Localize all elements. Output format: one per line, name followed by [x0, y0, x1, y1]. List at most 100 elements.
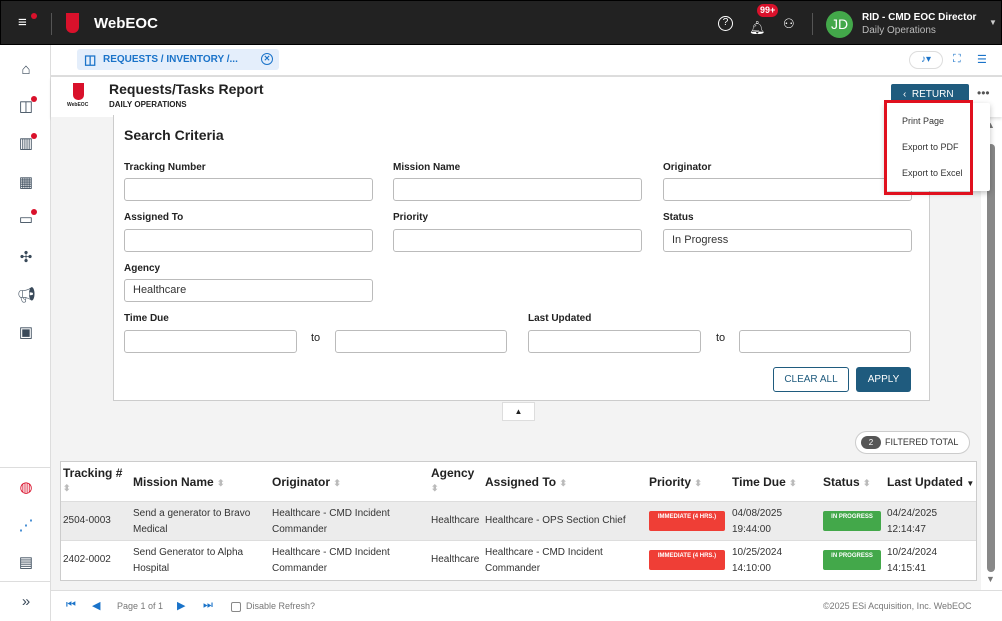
avatar[interactable]: JD [826, 11, 853, 38]
user-settings-icon[interactable]: ⚇ [783, 16, 795, 31]
globe-icon[interactable]: ◍ [19, 479, 33, 496]
column-header-agency[interactable]: Agency ⬍ [431, 466, 475, 493]
user-incident: Daily Operations [862, 25, 936, 36]
bell-icon[interactable]: 🔔︎ [749, 20, 766, 35]
status-badge: IN PROGRESS [823, 511, 881, 531]
sort-icon: ⬍ [863, 478, 871, 488]
sidebar: ⌂ ◫ ▥ ▦ ▭ ✣ 📢︎ ▣ ◍ ⋰ ▤ » [0, 45, 51, 621]
sort-icon: ⬍ [559, 478, 568, 488]
analytics-icon[interactable]: ⋰ [18, 517, 34, 534]
announcements-icon[interactable]: 📢︎ [17, 287, 37, 304]
cell-last-updated-date: 10/24/2024 [887, 547, 938, 558]
cell-time-due-date: 04/08/2025 [732, 508, 783, 519]
webeoc-logo-icon [73, 83, 84, 100]
time-due-to-input[interactable] [335, 330, 507, 353]
cell-agency: Healthcare [431, 554, 480, 565]
sort-icon: ⬍ [431, 483, 439, 493]
contacts-icon[interactable]: ▣ [18, 324, 34, 341]
messages-icon[interactable]: ▭ [18, 211, 34, 228]
alerts-dropdown[interactable]: ♪▾ [909, 51, 943, 69]
highlight-box [884, 100, 973, 195]
user-dropdown-icon[interactable]: ▼ [989, 18, 997, 27]
time-due-label: Time Due [124, 313, 169, 324]
notification-badge: 99+ [757, 4, 779, 17]
menu-collapse-icon[interactable]: ≡ [18, 14, 27, 31]
cell-mission-name: Send a generator to Bravo Medical [133, 508, 251, 535]
assigned-to-label: Assigned To [124, 212, 184, 223]
webeoc-logo-icon [66, 13, 79, 33]
filtered-count: 2 [861, 436, 881, 449]
apply-button[interactable]: APPLY [856, 367, 911, 392]
cell-time-due-time: 14:10:00 [732, 563, 771, 574]
notification-dot [31, 13, 37, 19]
app-title: WebEOC [94, 15, 158, 32]
more-options-icon[interactable]: ••• [977, 86, 990, 100]
tracking-number-label: Tracking Number [124, 162, 206, 173]
last-page-icon[interactable]: ⏭ [203, 599, 213, 611]
status-label: Status [663, 212, 694, 223]
originator-label: Originator [663, 162, 712, 173]
priority-badge: IMMEDIATE (4 HRS.) [649, 511, 725, 531]
last-updated-to-input[interactable] [739, 330, 911, 353]
scrollbar-thumb[interactable] [987, 144, 995, 572]
cell-last-updated-time: 14:15:41 [887, 563, 926, 574]
board-icon: ◫ [84, 52, 97, 67]
column-header-mission-name[interactable]: Mission Name ⬍ [133, 475, 225, 489]
cell-time-due-date: 10/25/2024 [732, 547, 783, 558]
search-list-icon[interactable]: ☰ [977, 54, 987, 66]
home-icon[interactable]: ⌂ [21, 61, 31, 78]
status-input[interactable]: In Progress [663, 229, 912, 252]
sort-icon: ⬍ [217, 478, 225, 488]
search-criteria-panel: Search Criteria [113, 115, 930, 401]
help-icon[interactable]: ? [718, 16, 733, 31]
building-icon[interactable]: ▤ [18, 554, 34, 571]
tab-strip [51, 45, 1002, 77]
plugins-icon[interactable]: ✣ [19, 249, 33, 266]
expand-sidebar-icon[interactable]: » [21, 593, 31, 610]
user-name[interactable]: RID - CMD EOC Director [862, 12, 977, 23]
tracking-number-input[interactable] [124, 178, 373, 201]
fullscreen-icon[interactable]: ⛶ [953, 53, 961, 65]
column-header-tracking[interactable]: Tracking # ⬍ [63, 466, 123, 493]
tab-requests-inventory[interactable]: ◫ REQUESTS / INVENTORY /... ✕ [77, 49, 279, 70]
cell-assigned-to: Healthcare - OPS Section Chief [485, 515, 626, 526]
column-header-priority[interactable]: Priority ⬍ [649, 475, 702, 489]
column-header-time-due[interactable]: Time Due ⬍ [732, 475, 797, 489]
agency-input[interactable]: Healthcare [124, 279, 373, 302]
logo-text: WebEOC [67, 102, 89, 108]
originator-input[interactable] [663, 178, 912, 201]
scrollbar[interactable]: ▲ ▼ [986, 120, 995, 584]
search-title: Search Criteria [124, 127, 224, 143]
boards-icon[interactable]: ▦ [18, 174, 34, 191]
cell-mission-name: Send Generator to Alpha Hospital [133, 547, 244, 574]
cell-originator: Healthcare - CMD Incident Commander [272, 508, 390, 535]
sort-icon: ⬍ [333, 478, 341, 488]
menu-item-print-page[interactable]: Print Page [902, 116, 945, 126]
last-updated-from-input[interactable] [528, 330, 701, 353]
disable-refresh-checkbox[interactable] [231, 602, 241, 612]
column-header-last-updated[interactable]: Last Updated ▼ [887, 475, 975, 489]
prev-page-icon[interactable]: ◀ [92, 600, 101, 612]
cell-last-updated-time: 12:14:47 [887, 524, 926, 535]
column-header-assigned-to[interactable]: Assigned To ⬍ [485, 475, 568, 489]
page-indicator: Page 1 of 1 [117, 601, 164, 611]
assigned-to-input[interactable] [124, 229, 373, 252]
mission-name-input[interactable] [393, 178, 642, 201]
agency-label: Agency [124, 263, 161, 274]
time-due-from-input[interactable] [124, 330, 297, 353]
close-tab-icon[interactable]: ✕ [261, 53, 273, 65]
menu-item-export-pdf[interactable]: Export to PDF [902, 142, 959, 152]
copyright: ©2025 ESi Acquisition, Inc. WebEOC [823, 601, 972, 611]
collapse-search-button[interactable]: ▲ [502, 402, 535, 421]
dashboard-icon[interactable]: ◫ [18, 98, 34, 115]
next-page-icon[interactable]: ▶ [177, 600, 186, 612]
clear-all-button[interactable]: CLEAR ALL [773, 367, 849, 392]
column-header-originator[interactable]: Originator ⬍ [272, 475, 341, 489]
menu-item-export-excel[interactable]: Export to Excel [902, 168, 963, 178]
priority-badge: IMMEDIATE (4 HRS.) [649, 550, 725, 570]
column-header-status[interactable]: Status ⬍ [823, 475, 871, 489]
priority-input[interactable] [393, 229, 642, 252]
last-updated-to-label: to [716, 332, 726, 344]
map-icon[interactable]: ▥ [18, 135, 34, 152]
first-page-icon[interactable]: ⏮ [66, 599, 76, 611]
